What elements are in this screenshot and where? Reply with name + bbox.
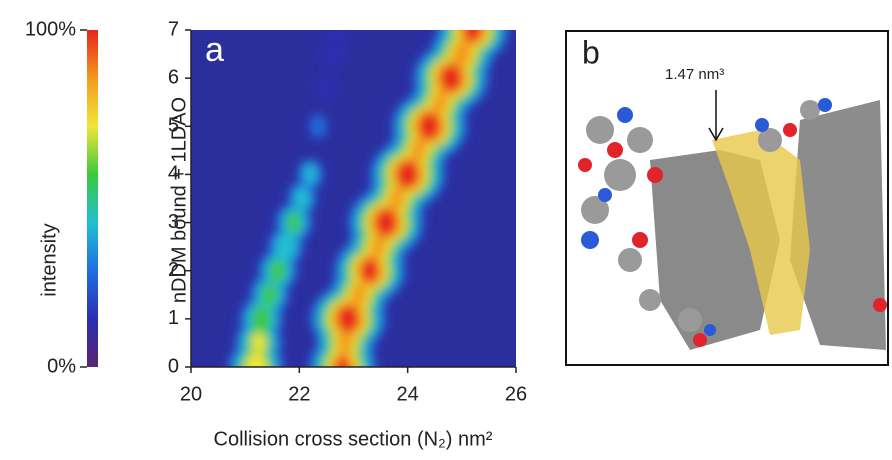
y-tick-label: 3: [168, 211, 179, 233]
y-tick-label: 5: [168, 115, 179, 137]
colorbar-tick-label: 0%: [47, 355, 76, 377]
intensity-peak: [304, 164, 316, 184]
intensity-peak: [252, 332, 266, 354]
intensity-peak: [418, 113, 440, 140]
intensity-peak: [440, 64, 462, 92]
intensity-peak: [375, 209, 397, 237]
intensity-peak: [287, 212, 301, 233]
intensity-peak: [337, 305, 359, 333]
intensity-peak: [397, 161, 419, 189]
colorbar-label: intensity: [38, 223, 60, 296]
y-tick-label: 0: [168, 355, 179, 377]
intensity-peak: [262, 283, 278, 306]
y-tick-label: 1: [168, 307, 179, 329]
colorbar: [87, 30, 98, 367]
intensity-peak: [361, 258, 379, 283]
intensity-peak: [311, 115, 325, 137]
intensity-peak: [294, 187, 310, 210]
x-tick-label: 20: [180, 383, 202, 405]
intensity-peak: [464, 18, 482, 43]
intensity-peak: [321, 40, 343, 67]
intensity-peak: [270, 259, 286, 282]
x-tick-label: 24: [397, 383, 419, 405]
plot-area: [191, 0, 516, 400]
intensity-peak: [275, 233, 297, 261]
structure-panel: b 1.47 nm³: [566, 31, 888, 365]
y-tick-label: 4: [168, 163, 179, 185]
intensity-peak: [315, 74, 337, 102]
panel-label: b: [582, 34, 600, 70]
intensity-peak: [326, 16, 348, 44]
y-tick-label: 7: [168, 18, 179, 40]
x-axis-label: Collision cross section (N₂) nm²: [214, 428, 493, 450]
y-tick-label: 2: [168, 259, 179, 281]
x-tick-label: 22: [288, 383, 310, 405]
intensity-peak: [251, 306, 271, 332]
panel-label: a: [205, 31, 224, 69]
y-tick-label: 6: [168, 66, 179, 88]
colorbar-tick-label: 100%: [25, 18, 76, 40]
intensity-peak: [351, 283, 367, 306]
annotation: 1.47 nm³: [665, 66, 724, 83]
x-tick-label: 26: [505, 383, 527, 405]
figure: intensity nDDM bound + 1LDAO Collision c…: [0, 0, 892, 455]
